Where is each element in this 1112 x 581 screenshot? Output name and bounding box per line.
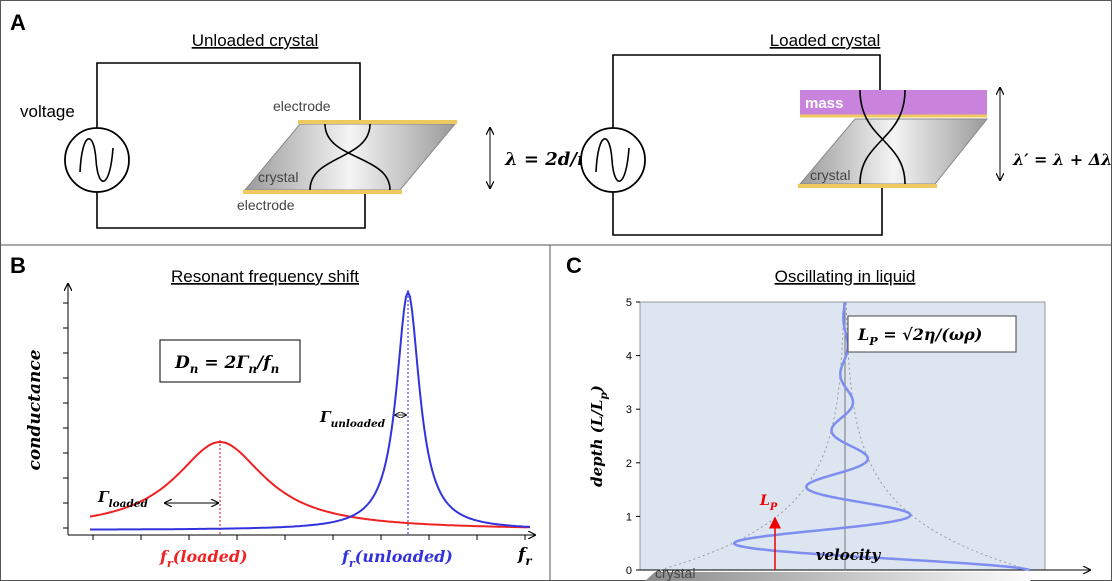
- text-part: n: [271, 362, 280, 376]
- electrode-label: electrode: [273, 98, 331, 114]
- y-axis-label: depth (L/Lp): [588, 385, 610, 487]
- text-part: (unloaded): [355, 547, 453, 566]
- panel-title: Unloaded crystal: [192, 31, 319, 50]
- text-part: D: [174, 353, 190, 373]
- text-part: ): [588, 385, 606, 393]
- text-part: loaded: [109, 498, 149, 510]
- text-part: r: [167, 556, 174, 570]
- formula: λ = 2d/n: [504, 149, 590, 170]
- formula: λ′ = λ + Δλ: [1012, 150, 1112, 169]
- text-part: Γ: [97, 488, 110, 506]
- panel-label: A: [10, 10, 26, 35]
- crystal-label: crystal: [655, 565, 695, 581]
- panel-label: C: [566, 253, 582, 278]
- text-part: r: [525, 554, 532, 568]
- text-part: n: [248, 362, 257, 376]
- electrode-label: electrode: [237, 197, 295, 213]
- text-part: n: [190, 362, 199, 376]
- text-part: L: [759, 493, 770, 509]
- y-tick-label: 4: [626, 351, 632, 363]
- text-part: = √2η/(ωρ): [878, 325, 983, 344]
- text-part: (loaded): [173, 547, 248, 566]
- x-axis-label: velocity: [816, 546, 882, 564]
- text-part: L: [857, 325, 869, 344]
- y-tick-label: 1: [626, 511, 632, 523]
- gamma-loaded: Γloaded: [97, 488, 148, 510]
- crystal-label: crystal: [810, 167, 850, 183]
- unloaded-circuit: [64, 62, 490, 229]
- peak-label: fr(unloaded): [341, 547, 453, 570]
- crystal: [645, 572, 1040, 581]
- text-part: f: [159, 547, 170, 566]
- text-part: Γ: [319, 408, 332, 426]
- peak-label: fr(loaded): [159, 547, 248, 570]
- mass-label: mass: [805, 95, 843, 112]
- formula: LP = √2η/(ωρ): [857, 325, 982, 348]
- panel-title: Oscillating in liquid: [775, 267, 916, 286]
- text-part: r: [349, 556, 356, 570]
- gamma-unloaded: Γunloaded: [319, 408, 386, 430]
- text-part: unloaded: [331, 418, 386, 430]
- loaded-circuit: [580, 54, 1000, 236]
- text-part: P: [868, 334, 878, 348]
- text-part: /f: [255, 353, 273, 373]
- marker-label: LP: [759, 493, 778, 513]
- panel-label: B: [10, 253, 26, 278]
- text-part: depth (L/L: [588, 400, 606, 487]
- y-tick-label: 5: [626, 297, 632, 309]
- y-tick-label: 2: [626, 458, 632, 470]
- text-part: P: [769, 502, 778, 513]
- y-axis: 0 1 2 3 4 5: [626, 297, 640, 577]
- x-axis-label: fr: [517, 545, 532, 568]
- text-part: f: [517, 545, 528, 565]
- text-part: f: [341, 547, 352, 566]
- text-part: = 2Γ: [198, 353, 250, 373]
- formula-box: [847, 315, 1017, 353]
- axes: [63, 284, 535, 540]
- panel-title: Loaded crystal: [770, 31, 881, 50]
- y-axis-label: conductance: [25, 349, 45, 470]
- formula: Dn = 2Γn/fn: [174, 353, 279, 376]
- text-part: p: [598, 392, 610, 400]
- y-tick-label: 3: [626, 404, 632, 416]
- y-tick-label: 0: [626, 565, 632, 577]
- crystal-label: crystal: [258, 169, 298, 185]
- voltage-label: voltage: [20, 102, 75, 121]
- panel-title: Resonant frequency shift: [171, 267, 359, 286]
